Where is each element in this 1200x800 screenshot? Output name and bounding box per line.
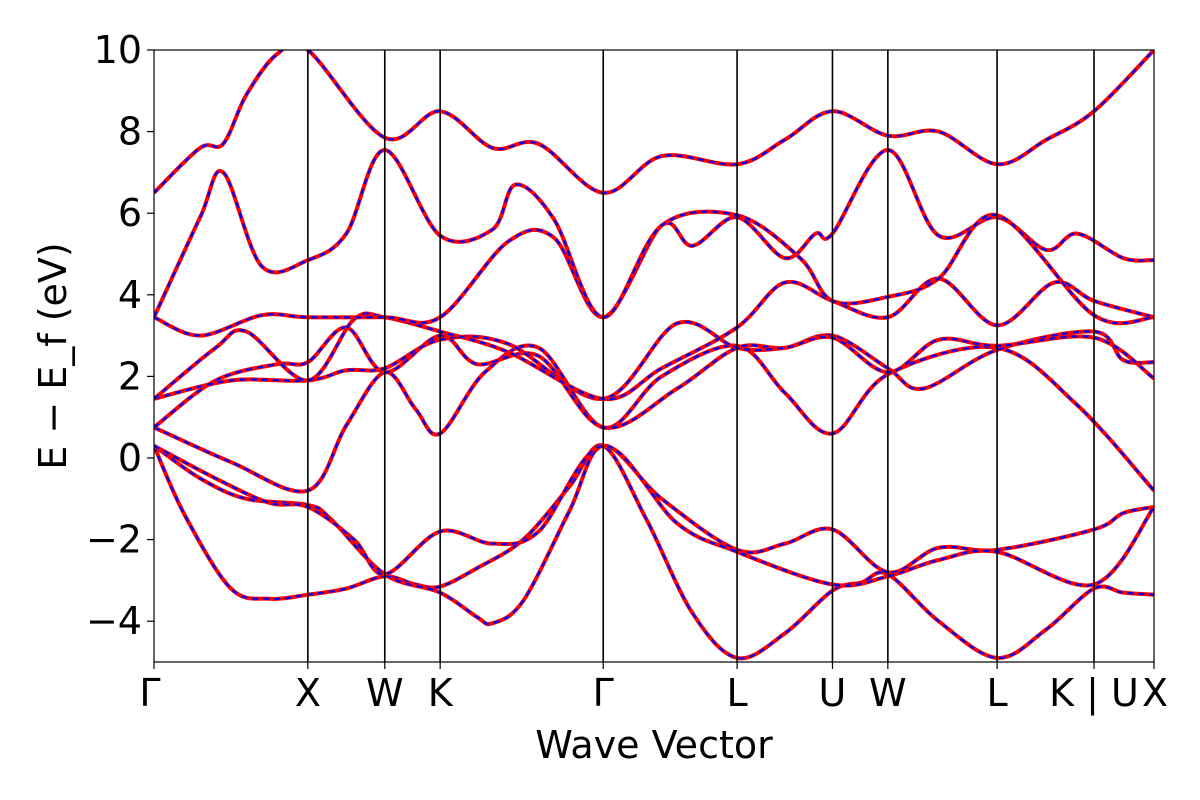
y-tick-label: 0 bbox=[118, 436, 142, 480]
y-tick-label: 6 bbox=[118, 191, 142, 235]
y-tick-label: −2 bbox=[86, 518, 142, 562]
band-line-8 bbox=[154, 147, 1154, 338]
plot-frame bbox=[153, 49, 1155, 663]
x-tick-label: W bbox=[366, 671, 404, 715]
x-tick-label: Γ bbox=[593, 671, 614, 715]
x-tick-label: L bbox=[986, 671, 1007, 715]
x-tick-label: L bbox=[726, 671, 747, 715]
x-tick-label: X bbox=[295, 671, 321, 715]
high-symmetry-lines bbox=[307, 50, 1095, 662]
y-tick-label: 2 bbox=[118, 354, 142, 398]
band-line-4 bbox=[154, 343, 1154, 494]
band-line-overlay-5 bbox=[154, 326, 1154, 430]
band-line-overlay-9 bbox=[154, 148, 1154, 325]
x-tick-label: W bbox=[869, 671, 907, 715]
band-line-6 bbox=[154, 319, 1154, 401]
band-line-overlay-7 bbox=[154, 277, 1154, 400]
band-line-overlay-8 bbox=[154, 148, 1154, 337]
bands-layer bbox=[154, 50, 1154, 661]
band-line-overlay-6 bbox=[154, 320, 1154, 400]
x-tick-label: Γ bbox=[139, 671, 160, 715]
y-tick-label: −4 bbox=[86, 599, 142, 643]
band-line-overlay-4 bbox=[154, 344, 1154, 493]
y-axis-ticks: −4 −2 0 2 4 6 8 10 bbox=[86, 28, 154, 643]
x-tick-label: K | U bbox=[1049, 671, 1139, 716]
band-line-overlay-3 bbox=[154, 444, 1154, 587]
band-line-5 bbox=[154, 325, 1154, 430]
y-axis-label: E − E_f (eV) bbox=[31, 242, 75, 470]
y-tick-label: 4 bbox=[118, 273, 142, 317]
band-line-3 bbox=[154, 443, 1154, 588]
x-tick-label: K bbox=[428, 671, 454, 715]
x-axis-label: Wave Vector bbox=[535, 723, 773, 767]
band-line-overlay-2 bbox=[154, 444, 1154, 626]
band-line-10 bbox=[154, 50, 1154, 195]
band-line-9 bbox=[154, 147, 1154, 326]
band-line-overlay-10 bbox=[154, 50, 1154, 194]
x-tick-label: X bbox=[1142, 671, 1168, 715]
y-tick-label: 8 bbox=[118, 110, 142, 154]
x-tick-label: U bbox=[819, 671, 847, 715]
y-tick-label: 10 bbox=[94, 28, 142, 72]
